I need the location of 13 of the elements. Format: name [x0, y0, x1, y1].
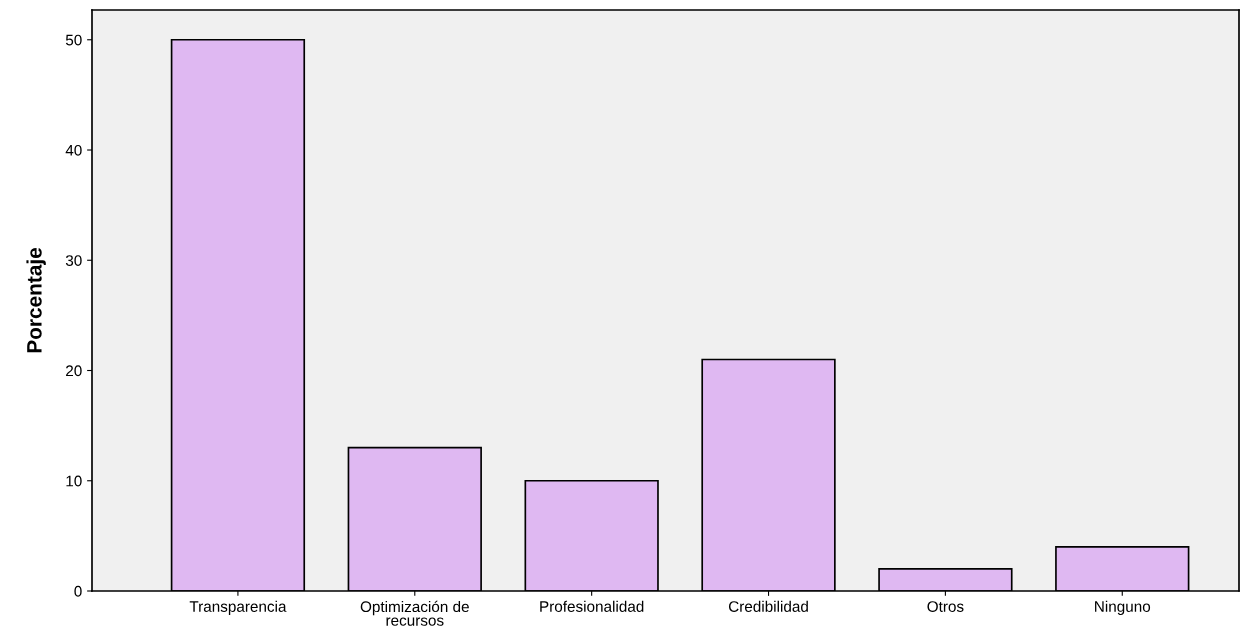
y-tick-label: 30: [65, 255, 82, 266]
x-tick-label: Profesionalidad: [540, 600, 644, 612]
y-tick-label: 10: [66, 475, 82, 487]
x-tick-label: Optimización de recursos: [360, 600, 469, 626]
x-tick-label: Credibilidad: [728, 600, 808, 612]
x-tick-label: Transparencia: [189, 600, 287, 615]
x-tick-label: Otros: [927, 601, 964, 612]
y-axis-title: Porcentaje: [26, 247, 46, 353]
y-tick-label: 0: [74, 585, 82, 597]
y-tick-label: 50: [65, 34, 82, 46]
y-tick-label: 40: [65, 144, 82, 156]
x-tick-label: Ninguno: [1095, 600, 1151, 615]
y-tick-label: 20: [66, 365, 82, 377]
